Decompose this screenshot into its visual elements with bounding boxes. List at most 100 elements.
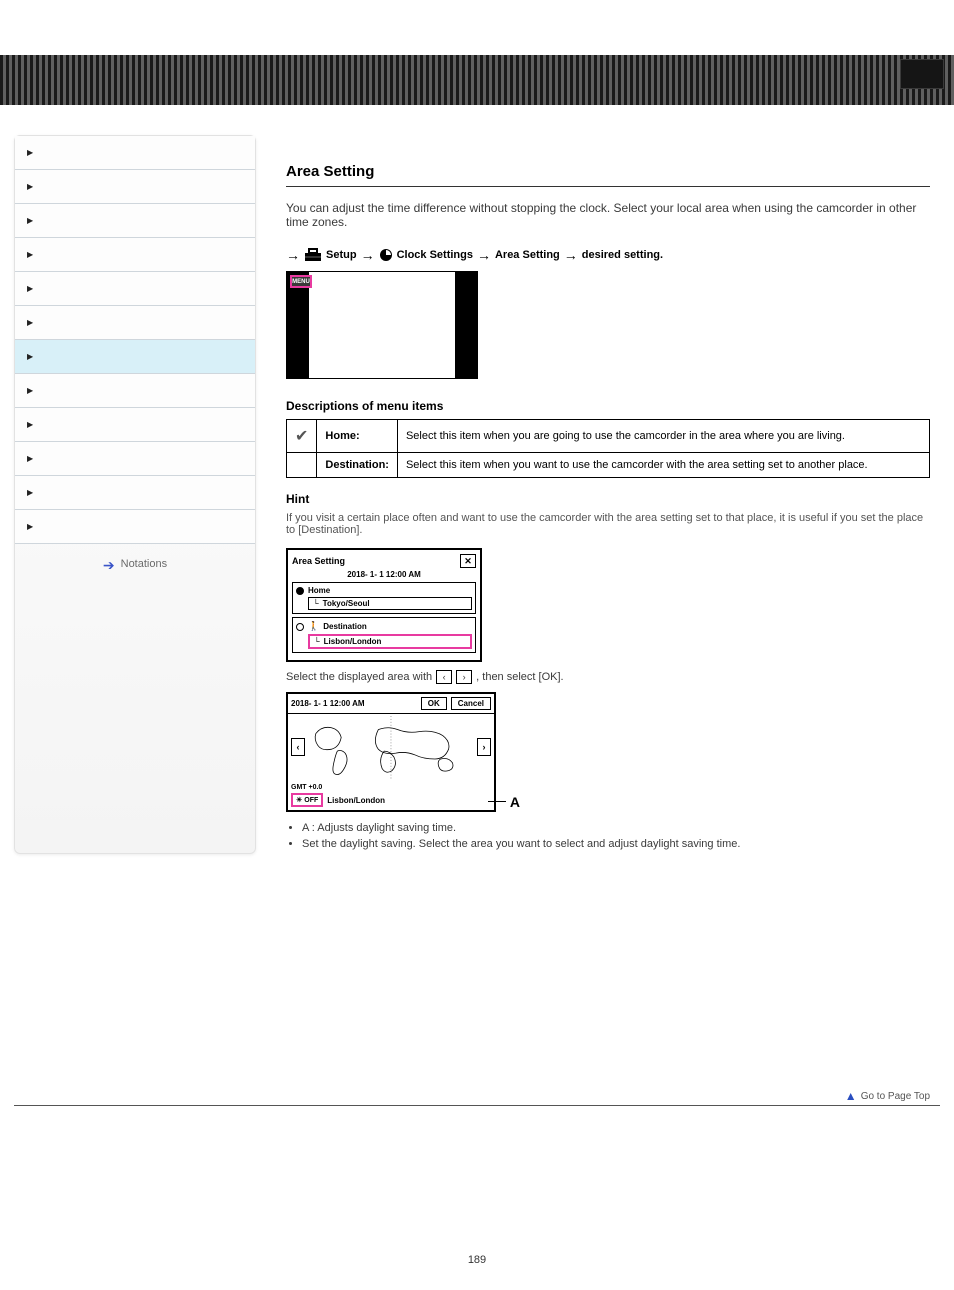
caret-right-icon: ▶: [27, 454, 33, 463]
path-area-setting: Area Setting: [495, 249, 560, 261]
arrow-icon: →: [477, 247, 491, 263]
path-desired: desired setting.: [582, 249, 663, 261]
caret-right-icon: ▶: [27, 216, 33, 225]
menu-button-thumbnail: MENU: [290, 275, 312, 288]
destination-radio-row[interactable]: 🚶 Destination: [296, 621, 472, 632]
marker-line: [488, 801, 506, 802]
sidebar-item-1[interactable]: ▶: [15, 170, 255, 204]
home-value: Tokyo/Seoul: [323, 599, 370, 608]
destination-label: Destination: [323, 622, 367, 631]
caret-right-icon: ▶: [27, 284, 33, 293]
hint-heading: Hint: [286, 492, 930, 506]
area-datetime: 2018- 1- 1 12:00 AM: [292, 570, 476, 579]
footer-rule: [14, 1105, 940, 1106]
option-label: Home:: [317, 420, 398, 453]
sidebar-item-8[interactable]: ▶: [15, 408, 255, 442]
map-panel: 2018- 1- 1 12:00 AM OK Cancel ‹ ›: [286, 692, 496, 812]
map-datetime: 2018- 1- 1 12:00 AM: [291, 699, 417, 708]
map-next-button[interactable]: ›: [477, 738, 491, 756]
caret-right-icon: ▶: [27, 182, 33, 191]
close-icon[interactable]: ✕: [460, 554, 476, 568]
dst-value: OFF: [304, 797, 318, 804]
caret-right-icon: ▶: [27, 522, 33, 531]
home-group: Home └Tokyo/Seoul: [292, 582, 476, 614]
page-number: 189: [0, 1254, 954, 1266]
sidebar-item-6[interactable]: ▶: [15, 340, 255, 374]
gmt-label: GMT +0.0: [288, 784, 494, 793]
caret-right-icon: ▶: [27, 318, 33, 327]
map-location: Lisbon/London: [327, 796, 385, 805]
arrow-right-icon: ➔: [103, 558, 115, 572]
menu-screenshot: MENU: [286, 271, 478, 379]
option-label: Destination:: [317, 453, 398, 478]
sidebar-item-9[interactable]: ▶: [15, 442, 255, 476]
world-map-icon: [308, 716, 474, 780]
table-row: Destination: Select this item when you w…: [287, 453, 930, 478]
options-heading: Descriptions of menu items: [286, 399, 930, 413]
next-button[interactable]: ›: [456, 670, 472, 684]
page-description: You can adjust the time difference witho…: [286, 201, 930, 229]
main-content: Area Setting You can adjust the time dif…: [286, 135, 940, 854]
hint-text: If you visit a certain place often and w…: [286, 512, 930, 536]
nav-hint-2: , then select [OK].: [476, 671, 563, 683]
toolbox-icon: [304, 248, 322, 262]
radio-filled-icon: [296, 587, 304, 595]
sidebar-item-10[interactable]: ▶: [15, 476, 255, 510]
caret-right-icon: ▶: [27, 250, 33, 259]
page-title: Area Setting: [286, 163, 930, 187]
caret-right-icon: ▶: [27, 148, 33, 157]
menu-path: → Setup → Clock Settings → Area Setting …: [286, 247, 930, 263]
list-item: A : Adjusts daylight saving time.: [302, 822, 930, 834]
footnotes: A : Adjusts daylight saving time. Set th…: [286, 822, 930, 850]
caret-right-icon: ▶: [27, 386, 33, 395]
ok-button[interactable]: OK: [421, 697, 447, 710]
top-banner: [0, 55, 954, 105]
arrow-icon: →: [361, 247, 375, 263]
path-clock-settings: Clock Settings: [397, 249, 473, 261]
sidebar-item-3[interactable]: ▶: [15, 238, 255, 272]
destination-group: 🚶 Destination └Lisbon/London: [292, 617, 476, 653]
check-icon: ✔: [287, 420, 317, 453]
table-row: ✔ Home: Select this item when you are go…: [287, 420, 930, 453]
map-prev-button[interactable]: ‹: [291, 738, 305, 756]
destination-value-field[interactable]: └Lisbon/London: [308, 634, 472, 649]
notations-link[interactable]: ➔ Notations: [15, 558, 255, 572]
cancel-button[interactable]: Cancel: [451, 697, 491, 710]
destination-value: Lisbon/London: [324, 637, 382, 646]
list-item: Set the daylight saving. Select the area…: [302, 838, 930, 850]
options-table: ✔ Home: Select this item when you are go…: [286, 419, 930, 478]
sidebar-item-5[interactable]: ▶: [15, 306, 255, 340]
caret-right-icon: ▶: [27, 420, 33, 429]
arrow-icon: →: [564, 247, 578, 263]
home-label: Home: [308, 586, 330, 595]
marker-a: A: [510, 794, 520, 810]
notations-label: Notations: [121, 558, 167, 572]
nav-hint: Select the displayed area with ‹ › , the…: [286, 670, 930, 684]
go-top-link[interactable]: ▲ Go to Page Top: [845, 1089, 930, 1103]
nav-hint-1: Select the displayed area with: [286, 671, 432, 683]
go-top-label: Go to Page Top: [861, 1091, 930, 1102]
check-empty: [287, 453, 317, 478]
home-value-field[interactable]: └Tokyo/Seoul: [308, 597, 472, 610]
sidebar-item-2[interactable]: ▶: [15, 204, 255, 238]
sun-icon: ☀: [296, 796, 302, 804]
prev-button[interactable]: ‹: [436, 670, 452, 684]
caret-right-icon: ▶: [27, 352, 33, 361]
triangle-up-icon: ▲: [845, 1089, 857, 1103]
option-desc: Select this item when you are going to u…: [397, 420, 929, 453]
home-radio-row[interactable]: Home: [296, 586, 472, 595]
sidebar-item-11[interactable]: ▶: [15, 510, 255, 544]
area-setting-panel: Area Setting ✕ 2018- 1- 1 12:00 AM Home …: [286, 548, 482, 662]
dst-toggle[interactable]: ☀ OFF: [291, 793, 323, 807]
option-desc: Select this item when you want to use th…: [397, 453, 929, 478]
radio-empty-icon: [296, 623, 304, 631]
arrow-icon: →: [286, 247, 300, 263]
path-setup: Setup: [326, 249, 357, 261]
area-panel-title: Area Setting: [292, 556, 345, 566]
sidebar-item-0[interactable]: ▶: [15, 136, 255, 170]
clock-icon: [379, 248, 393, 262]
sidebar: ▶ ▶ ▶ ▶ ▶ ▶ ▶ ▶ ▶ ▶ ▶ ▶ ➔ Notations: [14, 135, 256, 854]
sidebar-item-4[interactable]: ▶: [15, 272, 255, 306]
sidebar-item-7[interactable]: ▶: [15, 374, 255, 408]
walk-icon: 🚶: [308, 621, 319, 632]
